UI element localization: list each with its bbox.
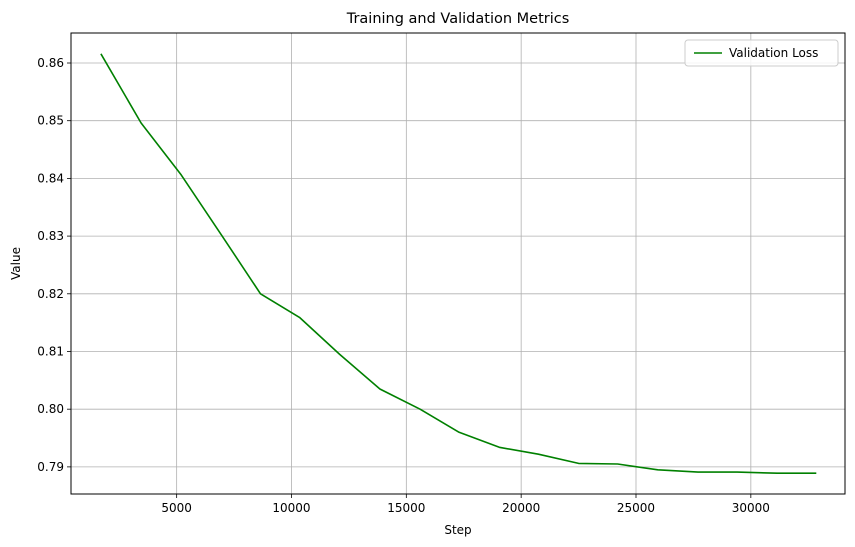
x-tick-label: 5000 (161, 501, 192, 515)
x-axis: 5000 10000 15000 20000 25000 30000 (161, 494, 770, 515)
y-tick-label: 0.81 (37, 344, 64, 358)
y-tick-label: 0.82 (37, 287, 64, 301)
y-tick-label: 0.79 (37, 460, 64, 474)
y-tick-label: 0.83 (37, 229, 64, 243)
x-axis-title: Step (444, 523, 471, 537)
plot-frame (70, 32, 846, 495)
legend-label: Validation Loss (729, 46, 818, 60)
series-layer (100, 53, 817, 475)
x-tick-label: 20000 (502, 501, 540, 515)
y-tick-label: 0.85 (37, 114, 64, 128)
grid (71, 33, 845, 494)
y-tick-label: 0.86 (37, 56, 64, 70)
y-tick-label: 0.84 (37, 171, 64, 185)
y-axis-title: Value (9, 247, 23, 280)
x-tick-label: 10000 (272, 501, 310, 515)
series-line (100, 53, 817, 475)
x-tick-label: 25000 (617, 501, 655, 515)
legend-box (684, 39, 839, 67)
y-tick-label: 0.80 (37, 402, 64, 416)
chart-title: Training and Validation Metrics (346, 11, 570, 27)
legend: Validation Loss (684, 39, 839, 67)
x-tick-label: 30000 (732, 501, 770, 515)
x-tick-label: 15000 (387, 501, 425, 515)
y-axis: 0.79 0.80 0.81 0.82 0.83 0.84 0.85 0.86 (37, 56, 71, 474)
